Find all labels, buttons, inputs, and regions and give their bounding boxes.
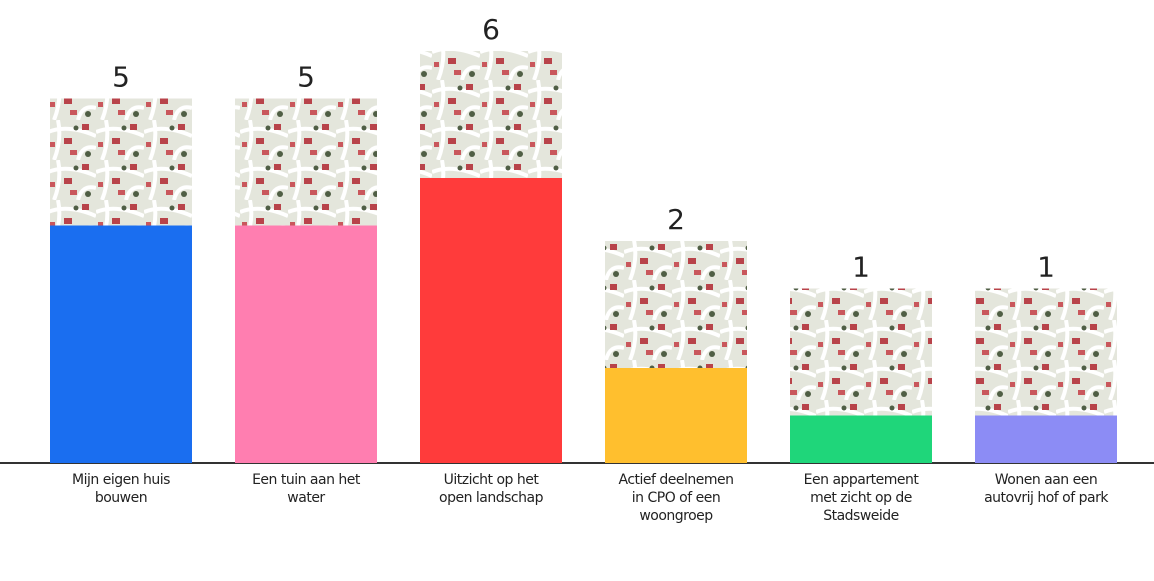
- thumbnail: [790, 288, 932, 416]
- value-label: 2: [667, 203, 685, 236]
- x-tick-label: Wonen aan een autovrij hof of park: [984, 472, 1108, 506]
- bar: [975, 415, 1117, 463]
- thumbnail: [420, 51, 562, 178]
- x-tick-label: Actief deelnemen in CPO of een woongroep: [618, 472, 734, 524]
- x-tick-label: Uitzicht op het open landschap: [439, 472, 543, 506]
- x-tick-label: Mijn eigen huis bouwen: [72, 472, 170, 506]
- bar: [420, 178, 562, 463]
- value-label: 6: [482, 13, 500, 46]
- value-label: 5: [297, 61, 315, 94]
- bar: [605, 368, 747, 463]
- thumbnail: [975, 288, 1117, 416]
- x-tick-label: Een appartement met zicht op de Stadswei…: [803, 472, 919, 524]
- bar: [235, 225, 377, 463]
- value-label: 5: [112, 61, 130, 94]
- bar: [50, 225, 192, 463]
- value-label: 1: [1037, 251, 1055, 284]
- thumbnail: [50, 98, 192, 226]
- thumbnail: [235, 98, 377, 226]
- x-tick-label: Een tuin aan het water: [252, 472, 360, 506]
- thumbnail: [605, 241, 747, 368]
- value-label: 1: [852, 251, 870, 284]
- bar: [790, 415, 932, 463]
